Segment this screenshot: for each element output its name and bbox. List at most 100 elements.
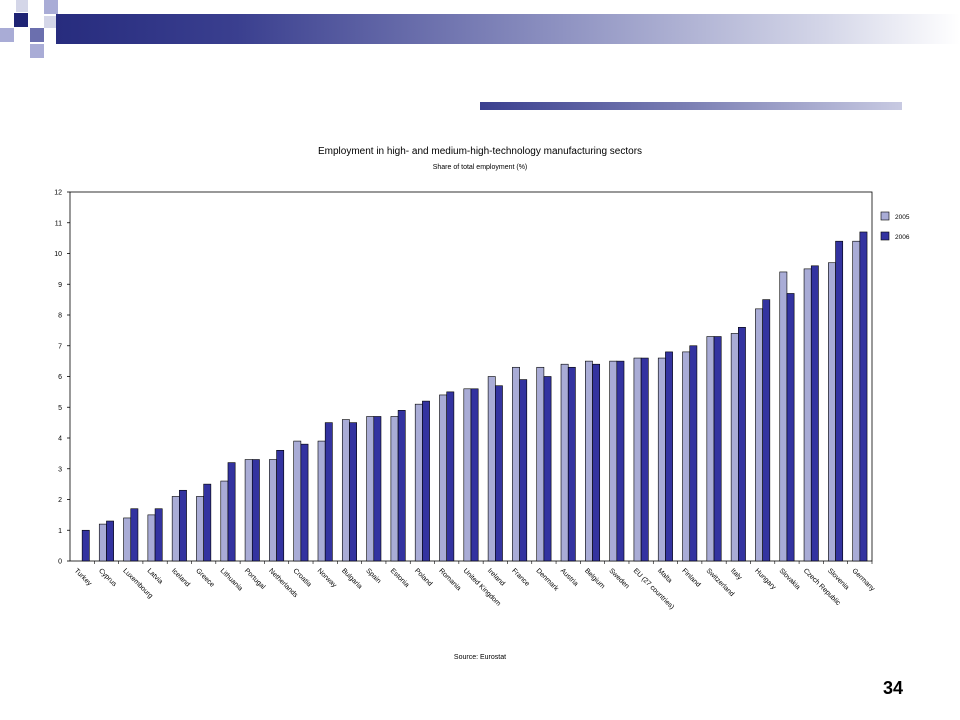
bar-2005-denmark bbox=[536, 366, 545, 562]
bar-2006-cyprus bbox=[106, 520, 114, 562]
bar-2005-czech-republic bbox=[803, 268, 812, 562]
bar-2006-eu-27-countries- bbox=[640, 357, 649, 562]
x-category-label: Finland bbox=[680, 567, 701, 588]
bar-2006-finland bbox=[689, 345, 698, 562]
x-category-label: Turkey bbox=[73, 567, 93, 587]
legend-label-2006: 2006 bbox=[895, 234, 910, 241]
x-category-label: Estonia bbox=[389, 567, 411, 589]
x-category-label: Portugal bbox=[243, 567, 267, 591]
bar-2006-czech-republic bbox=[810, 265, 819, 562]
bar-2005-malta bbox=[657, 357, 666, 562]
square-light bbox=[30, 44, 44, 58]
bar-2005-united-kingdom bbox=[463, 388, 472, 562]
x-category-label: Poland bbox=[413, 567, 433, 587]
bar-2005-germany bbox=[852, 240, 861, 562]
square-pale bbox=[16, 0, 28, 12]
square-light bbox=[0, 28, 14, 42]
bar-2006-slovakia bbox=[786, 293, 795, 562]
bar-2005-finland bbox=[682, 351, 691, 562]
x-category-label: Malta bbox=[656, 567, 673, 584]
bar-2006-italy bbox=[738, 326, 746, 562]
legend-swatch-2005 bbox=[880, 211, 890, 221]
x-category-label: Slovenia bbox=[826, 567, 850, 591]
square-mid bbox=[30, 28, 44, 42]
bar-2005-austria bbox=[560, 363, 569, 562]
x-category-label: Latvia bbox=[146, 567, 164, 585]
x-category-label: Lithuania bbox=[219, 567, 244, 592]
bar-2005-ireland bbox=[487, 376, 496, 562]
y-tick-label: 0 bbox=[58, 559, 62, 566]
legend-label-2005: 2005 bbox=[895, 214, 910, 221]
bar-2005-latvia bbox=[147, 514, 156, 562]
y-tick-label: 3 bbox=[58, 466, 62, 473]
bar-2005-cyprus bbox=[98, 523, 107, 562]
header-gradient-band bbox=[56, 14, 960, 44]
bar-2006-malta bbox=[665, 351, 673, 562]
y-tick-label: 1 bbox=[58, 528, 62, 535]
bar-2006-bulgaria bbox=[349, 422, 357, 562]
corner-squares-decoration bbox=[0, 0, 80, 60]
bar-2005-france bbox=[512, 366, 520, 562]
x-category-label: Denmark bbox=[534, 567, 559, 592]
x-category-label: Iceland bbox=[170, 567, 191, 588]
x-category-label: Croatia bbox=[291, 567, 312, 588]
chart-subtitle: Share of total employment (%) bbox=[432, 164, 528, 171]
bar-2006-austria bbox=[567, 366, 576, 562]
bar-2005-netherlands bbox=[269, 459, 277, 562]
square-pale bbox=[44, 16, 58, 28]
bar-2005-switzerland bbox=[706, 336, 715, 562]
bar-2006-germany bbox=[859, 231, 868, 562]
bar-2006-greece bbox=[203, 483, 212, 562]
bar-2006-hungary bbox=[762, 299, 771, 562]
y-tick-label: 8 bbox=[58, 313, 62, 320]
bar-2006-spain bbox=[373, 416, 382, 562]
bar-2006-netherlands bbox=[276, 449, 285, 562]
bar-2005-iceland bbox=[171, 496, 180, 562]
bar-2006-sweden bbox=[616, 360, 625, 562]
x-category-label: France bbox=[510, 567, 530, 587]
bar-2006-latvia bbox=[154, 508, 163, 562]
bar-2006-slovenia bbox=[835, 240, 844, 562]
bar-2005-hungary bbox=[755, 308, 763, 562]
bar-2006-romania bbox=[446, 391, 455, 562]
chart-source: Source: Eurostat bbox=[453, 654, 507, 661]
bar-2005-italy bbox=[730, 333, 739, 562]
bar-2005-lithuania bbox=[220, 480, 229, 562]
bar-2006-belgium bbox=[592, 363, 601, 562]
x-category-label: Hungary bbox=[753, 567, 777, 591]
x-category-label: Greece bbox=[194, 567, 215, 588]
chart-title: Employment in high- and medium-high-tech… bbox=[317, 146, 643, 157]
y-tick-label: 12 bbox=[54, 190, 62, 197]
x-category-label: Romania bbox=[437, 567, 462, 592]
bar-2006-iceland bbox=[179, 489, 187, 562]
bar-2005-romania bbox=[439, 394, 447, 562]
bar-2006-luxembourg bbox=[130, 508, 139, 562]
bar-2005-portugal bbox=[244, 459, 253, 562]
square-light bbox=[44, 0, 58, 14]
bar-2006-switzerland bbox=[713, 336, 722, 562]
bar-2006-france bbox=[519, 379, 528, 562]
x-category-label: Germany bbox=[850, 567, 876, 593]
y-tick-label: 10 bbox=[54, 251, 62, 258]
bar-2005-slovakia bbox=[779, 271, 788, 562]
divider-gradient-band bbox=[480, 102, 902, 110]
bar-2005-belgium bbox=[585, 360, 593, 562]
bar-2006-estonia bbox=[397, 410, 406, 562]
bar-2005-luxembourg bbox=[123, 517, 132, 562]
y-tick-label: 4 bbox=[58, 436, 62, 443]
bar-2006-lithuania bbox=[227, 462, 236, 562]
bar-2005-greece bbox=[196, 496, 204, 562]
bar-2005-eu-27-countries- bbox=[633, 357, 642, 562]
page-number: 34 bbox=[882, 678, 903, 698]
y-tick-label: 2 bbox=[58, 497, 62, 504]
bar-2006-turkey bbox=[81, 529, 90, 562]
y-tick-label: 6 bbox=[58, 374, 62, 381]
x-category-label: Norway bbox=[316, 567, 338, 589]
bar-2005-estonia bbox=[390, 416, 399, 562]
bar-2005-croatia bbox=[293, 440, 302, 562]
x-category-label: Slovakia bbox=[778, 567, 802, 591]
x-category-label: Bulgaria bbox=[340, 567, 363, 590]
x-category-label: Spain bbox=[364, 567, 382, 585]
bar-2006-norway bbox=[324, 422, 333, 562]
